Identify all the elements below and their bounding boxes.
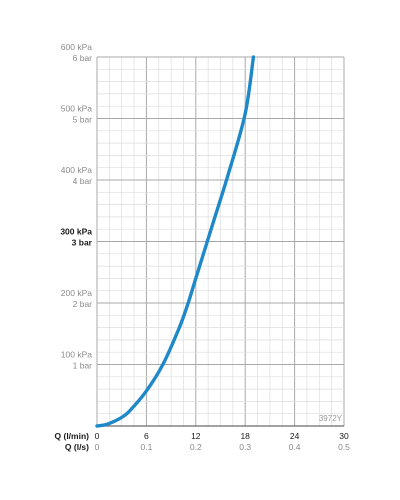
grid bbox=[96, 56, 345, 427]
x-tick-label: 0 bbox=[95, 442, 100, 452]
y-tick-bar-label: 4 bar bbox=[73, 176, 93, 186]
x-axis-labels: Q (l/min) 0 6 12 18 24 30 Q (l/s) 0 0.1 0.2 0.3 0.4 0… bbox=[55, 431, 351, 452]
y-tick-kpa-label: 200 kPa bbox=[61, 288, 92, 298]
y-tick-bar-label: 5 bar bbox=[73, 115, 93, 125]
x-tick-label: 0.1 bbox=[140, 442, 152, 452]
x-tick-label: 0 bbox=[95, 431, 100, 441]
x-tick-label: 18 bbox=[240, 431, 250, 441]
curves bbox=[95, 55, 256, 428]
y-tick-kpa-label: 500 kPa bbox=[61, 104, 92, 114]
y-tick-kpa-label: 400 kPa bbox=[61, 165, 92, 175]
y-tick-bar-label: 1 bar bbox=[73, 361, 93, 371]
x-row-label: Q (l/min) bbox=[55, 431, 90, 441]
y-tick-kpa-label: 600 kPa bbox=[61, 42, 92, 52]
x-tick-label: 12 bbox=[191, 431, 201, 441]
y-tick-bar-label: 6 bar bbox=[73, 53, 93, 63]
x-tick-label: 30 bbox=[339, 431, 349, 441]
x-tick-label: 0.4 bbox=[289, 442, 301, 452]
y-tick-bar-label: 3 bar bbox=[72, 238, 93, 248]
x-tick-label: 0.2 bbox=[190, 442, 202, 452]
x-tick-label: 24 bbox=[290, 431, 300, 441]
y-tick-kpa-label: 100 kPa bbox=[61, 350, 92, 360]
x-tick-label: 6 bbox=[144, 431, 149, 441]
y-tick-kpa-label: 300 kPa bbox=[60, 227, 92, 237]
chart-code: 3972Y bbox=[319, 414, 343, 423]
x-tick-label: 0.3 bbox=[239, 442, 251, 452]
y-tick-bar-label: 2 bar bbox=[73, 299, 93, 309]
x-tick-label: 0.5 bbox=[338, 442, 350, 452]
pressure-curve-line bbox=[95, 55, 256, 428]
x-row-label: Q (l/s) bbox=[65, 442, 89, 452]
